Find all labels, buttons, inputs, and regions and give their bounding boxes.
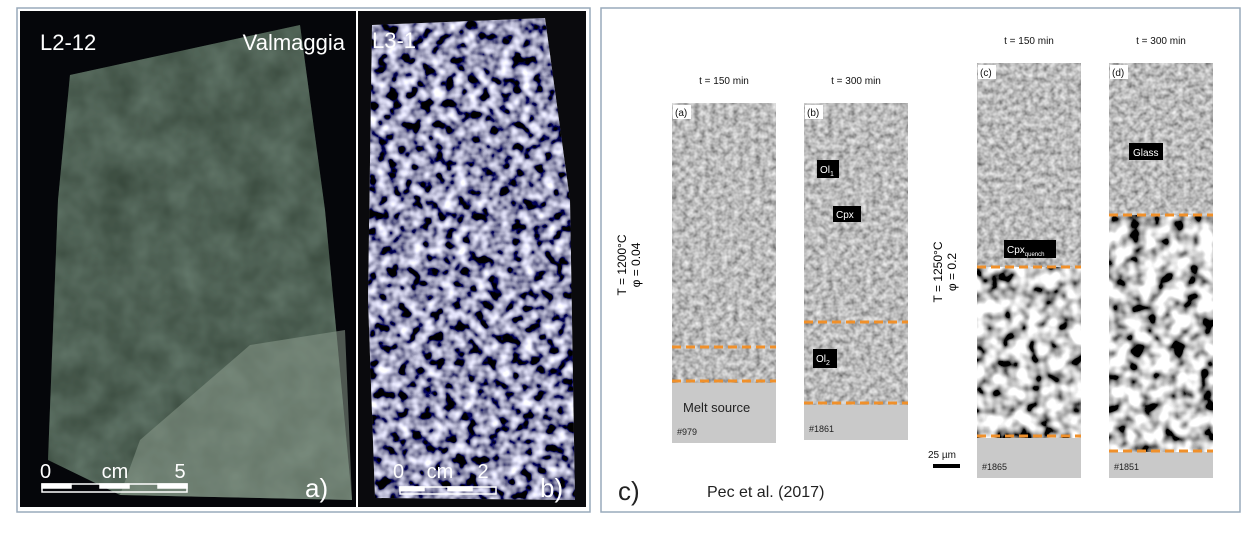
scale-unit: cm xyxy=(102,461,129,483)
porosity: φ = 0.04 xyxy=(629,242,643,287)
column-label: (d) xyxy=(1112,68,1124,79)
scale-max: 2 xyxy=(477,461,488,483)
panel-label: c) xyxy=(618,476,640,506)
rock-b-texture xyxy=(368,18,575,500)
temperature: T = 1200°C xyxy=(615,234,629,295)
condition-1: T = 1200°C φ = 0.04 xyxy=(615,234,643,295)
time-label: t = 150 min xyxy=(699,76,749,87)
panel-label: b) xyxy=(540,473,563,503)
sample-id: #979 xyxy=(677,427,697,437)
scale-bar xyxy=(933,464,960,468)
scale-zero: 0 xyxy=(393,461,404,483)
panel-label: a) xyxy=(305,473,328,503)
scale-zero: 0 xyxy=(40,461,51,483)
sample-id: #1861 xyxy=(809,424,834,434)
melt-source xyxy=(804,405,908,440)
scale-bar-label: 25 µm xyxy=(928,450,956,461)
annotation: Glass xyxy=(1133,148,1159,159)
time-label: t = 300 min xyxy=(831,76,881,87)
column-label: (c) xyxy=(980,68,992,79)
annotation: Cpx xyxy=(836,210,854,221)
time-label: t = 300 min xyxy=(1136,36,1186,47)
figure: L2-12 Valmaggia 0 cm 5 a) L3-1 0 cm 2 b)… xyxy=(0,0,1249,529)
sem-texture xyxy=(672,103,776,383)
sample-label: L3-1 xyxy=(372,28,416,53)
scale-max: 5 xyxy=(174,461,185,483)
annotation: Melt source xyxy=(683,400,750,415)
column-label: (b) xyxy=(807,108,819,119)
porosity: φ = 0.2 xyxy=(945,253,959,291)
melt-source xyxy=(977,438,1081,478)
sem-texture-lower xyxy=(1109,215,1213,452)
sample-id: #1851 xyxy=(1114,462,1139,472)
citation: Pec et al. (2017) xyxy=(707,484,824,501)
locality-label: Valmaggia xyxy=(243,30,346,55)
sample-id: #1865 xyxy=(982,462,1007,472)
sample-label: L2-12 xyxy=(40,30,96,55)
column-label: (a) xyxy=(675,108,687,119)
sem-texture-lower xyxy=(977,267,1081,438)
scale-unit: cm xyxy=(427,461,454,483)
temperature: T = 1250°C xyxy=(931,241,945,302)
time-label: t = 150 min xyxy=(1004,36,1054,47)
